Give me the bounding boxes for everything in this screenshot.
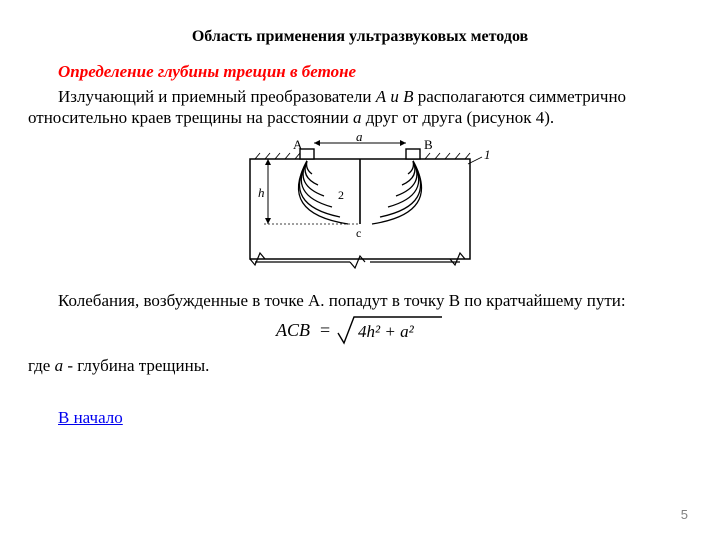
figure-4: A B a c h <box>0 129 720 284</box>
p1-text-a: Излучающий и приемный преобразователи <box>58 87 376 106</box>
label-A: A <box>293 137 303 152</box>
svg-text:=: = <box>320 320 330 340</box>
label-c: c <box>356 226 361 240</box>
where-b: а <box>55 356 64 375</box>
where-c: - глубина трещины. <box>63 356 209 375</box>
where-a: где <box>28 356 55 375</box>
svg-text:ACB: ACB <box>275 320 310 340</box>
where-clause: где а - глубина трещины. <box>28 356 720 376</box>
paragraph-2: Колебания, возбужденные в точке А. попад… <box>28 290 692 311</box>
crack-diagram-svg: A B a c h <box>220 129 500 279</box>
page-title: Область применения ультразвуковых методо… <box>0 0 720 56</box>
section-subtitle: Определение глубины трещин в бетоне <box>58 62 720 82</box>
label-2: 2 <box>338 188 344 202</box>
page-number: 5 <box>681 507 688 522</box>
label-a: a <box>356 129 363 144</box>
label-B: B <box>424 137 433 152</box>
paragraph-1: Излучающий и приемный преобразователи А … <box>28 86 692 129</box>
label-h: h <box>258 185 265 200</box>
svg-text:4h² + a²: 4h² + a² <box>358 322 415 341</box>
formula-acb: ACB = 4h² + a² <box>0 313 720 352</box>
link-to-start[interactable]: В начало <box>58 408 123 428</box>
label-1: 1 <box>484 147 491 162</box>
p1-ital-1: А и В <box>376 87 414 106</box>
p1-text-e: друг от друга (рисунок 4). <box>361 108 554 127</box>
